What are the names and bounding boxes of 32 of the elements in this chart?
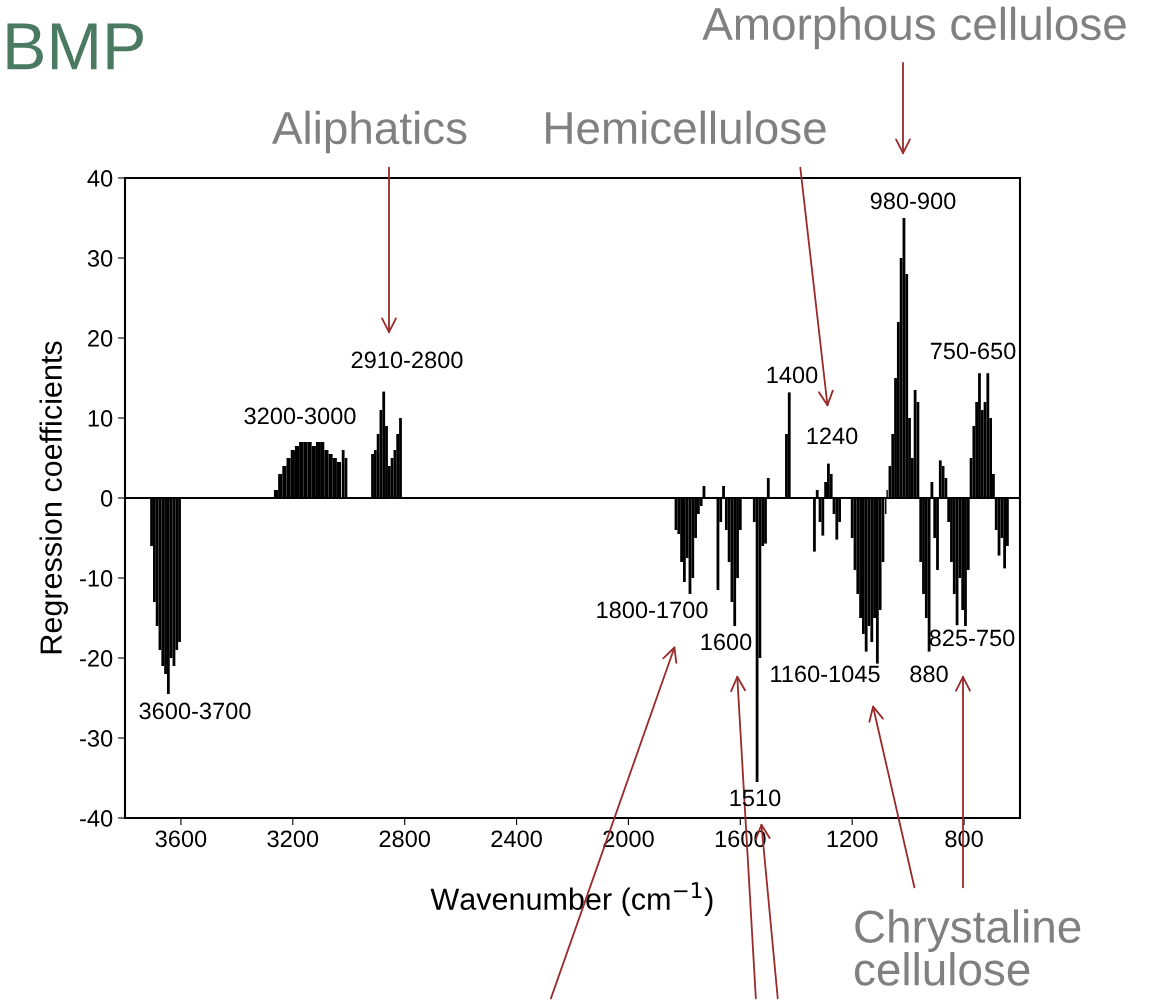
x-tick-label: 2800 bbox=[379, 830, 431, 848]
text: Chrystaline cellulose bbox=[854, 909, 1081, 986]
annotation: 1600 bbox=[701, 633, 752, 651]
x-tick-label: 2400 bbox=[491, 830, 542, 848]
text: Hemicellulose bbox=[546, 110, 826, 145]
annotation: 1160-1045 bbox=[771, 665, 880, 683]
annotation: 3600-3700 bbox=[139, 702, 251, 720]
y-axis-title: Regression coefficients bbox=[39, 341, 68, 654]
annotation: 980-900 bbox=[870, 192, 956, 210]
annotation: 1400 bbox=[767, 366, 818, 384]
x-tick-label: 3200 bbox=[267, 830, 319, 848]
chart-title: BMP bbox=[7, 23, 143, 70]
annotation: 1800-1700 bbox=[597, 601, 708, 619]
y-tick-label: 20 bbox=[88, 330, 113, 347]
y-tick-label: -30 bbox=[80, 730, 113, 747]
y-tick-label: -40 bbox=[80, 810, 113, 827]
x-tick-label: 1200 bbox=[827, 830, 878, 848]
annotation: 1240 bbox=[807, 427, 858, 445]
text: Amorphous cellulose bbox=[702, 6, 1126, 50]
y-tick-label: -20 bbox=[80, 650, 113, 667]
text: Aliphatics bbox=[272, 110, 467, 154]
annotation: 825-750 bbox=[929, 629, 1015, 647]
y-tick-label: 0 bbox=[100, 490, 113, 507]
annotation: 3200-3000 bbox=[244, 407, 356, 425]
annotation: 880 bbox=[910, 665, 948, 683]
x-tick-label: 3600 bbox=[155, 830, 207, 848]
y-tick-label: 40 bbox=[87, 170, 113, 187]
y-tick-label: 30 bbox=[87, 250, 113, 267]
annotation: 750-650 bbox=[930, 342, 1016, 360]
annotation: 2910-2800 bbox=[351, 351, 463, 369]
y-tick-label: 10 bbox=[88, 410, 113, 427]
y-tick-label: -10 bbox=[80, 570, 113, 587]
